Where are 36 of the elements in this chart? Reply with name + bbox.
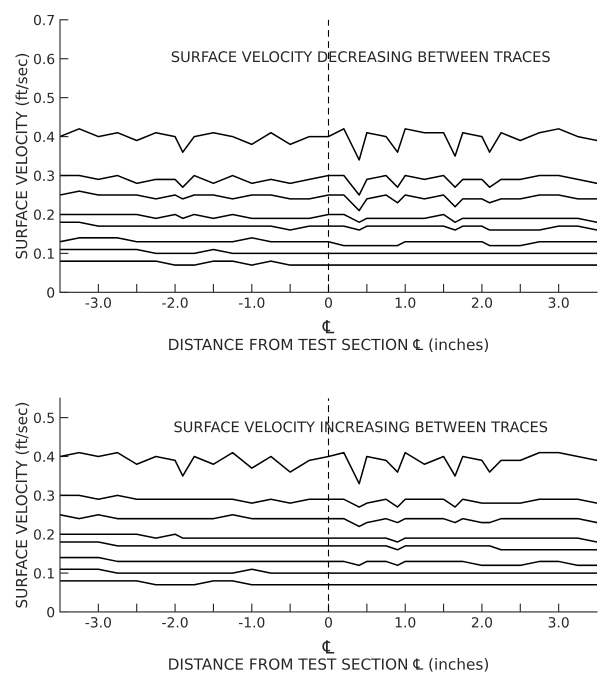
x-tick-label: 2.0: [472, 297, 492, 308]
x-tick-label: -2.0: [162, 297, 188, 308]
ref-line-label: ℄: [322, 640, 334, 654]
y-tick-label: 0.7: [34, 14, 54, 26]
y-tick-label: 0.1: [34, 568, 54, 579]
y-tick-label: 0.4: [34, 132, 54, 142]
y-tick-label: 0: [47, 287, 54, 298]
y-tick-label: 0.3: [34, 170, 54, 182]
x-tick-label: 3.0: [548, 617, 569, 628]
x-tick-label: 3.0: [548, 297, 569, 308]
x-tick-label: 2.0: [472, 617, 492, 628]
y-tick-label: 0.1: [34, 248, 54, 259]
x-axis-title: DISTANCE FROM TEST SECTION ℄ (inches): [169, 338, 488, 352]
y-tick-label: 0: [47, 606, 54, 618]
x-tick-label: 1.0: [396, 297, 416, 308]
x-tick-label: -1.0: [238, 297, 264, 308]
x-tick-label: -1.0: [238, 617, 264, 628]
annotation: SURFACE VELOCITY INCREASING BETWEEN TRACES: [174, 421, 548, 432]
y-tick-label: 0.5: [34, 92, 54, 104]
y-axis-title: SURFACE VELOCITY (ft/sec): [15, 402, 30, 608]
ref-line-label: ℄: [322, 320, 334, 334]
x-tick-label: 1.0: [396, 617, 416, 628]
y-tick-label: 0.3: [34, 490, 54, 501]
x-tick-label: -3.0: [85, 297, 111, 308]
y-axis-title: SURFACE VELOCITY (ft/sec): [15, 54, 30, 259]
y-tick-label: 0.2: [34, 529, 54, 540]
x-tick-label: 0: [324, 297, 332, 308]
y-tick-label: 0.4: [34, 451, 54, 462]
x-axis-title: DISTANCE FROM TEST SECTION ℄ (inches): [169, 658, 488, 672]
x-tick-label: -2.0: [162, 617, 188, 628]
y-tick-label: 0.5: [34, 412, 54, 424]
annotation: SURFACE VELOCITY DECREASING BETWEEN TRACES: [172, 51, 550, 62]
x-tick-label: 0: [324, 617, 332, 628]
x-tick-label: -3.0: [85, 617, 111, 628]
y-tick-label: 0.2: [34, 209, 54, 220]
y-tick-label: 0.6: [34, 54, 54, 64]
